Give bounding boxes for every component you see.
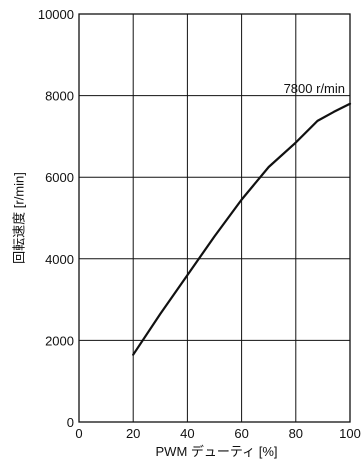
x-tick-label: 60 [234, 426, 248, 441]
annotations: 7800 r/min [284, 81, 345, 96]
y-tick-label: 2000 [45, 333, 74, 348]
plot-frame [78, 13, 351, 423]
x-tick-label: 40 [180, 426, 194, 441]
tick-labels: 0 20 40 60 80 100 0 2000 4000 6000 8000 10000 [38, 7, 361, 441]
series-lines [132, 102, 352, 356]
y-tick-label: 8000 [45, 89, 74, 104]
x-tick-label: 80 [289, 426, 303, 441]
y-tick-label: 10000 [38, 7, 74, 22]
series-line [132, 102, 352, 356]
y-tick-label: 4000 [45, 252, 74, 267]
y-axis-title: 回転速度 [r/min] [11, 172, 26, 264]
x-tick-label: 100 [339, 426, 361, 441]
x-axis-title: PWM デューティ [%] [156, 444, 278, 459]
x-tick-label: 0 [75, 426, 82, 441]
y-tick-label: 0 [67, 415, 74, 430]
max-speed-annotation: 7800 r/min [284, 81, 345, 96]
grid-lines [79, 14, 350, 422]
y-tick-label: 6000 [45, 170, 74, 185]
x-tick-label: 20 [126, 426, 140, 441]
